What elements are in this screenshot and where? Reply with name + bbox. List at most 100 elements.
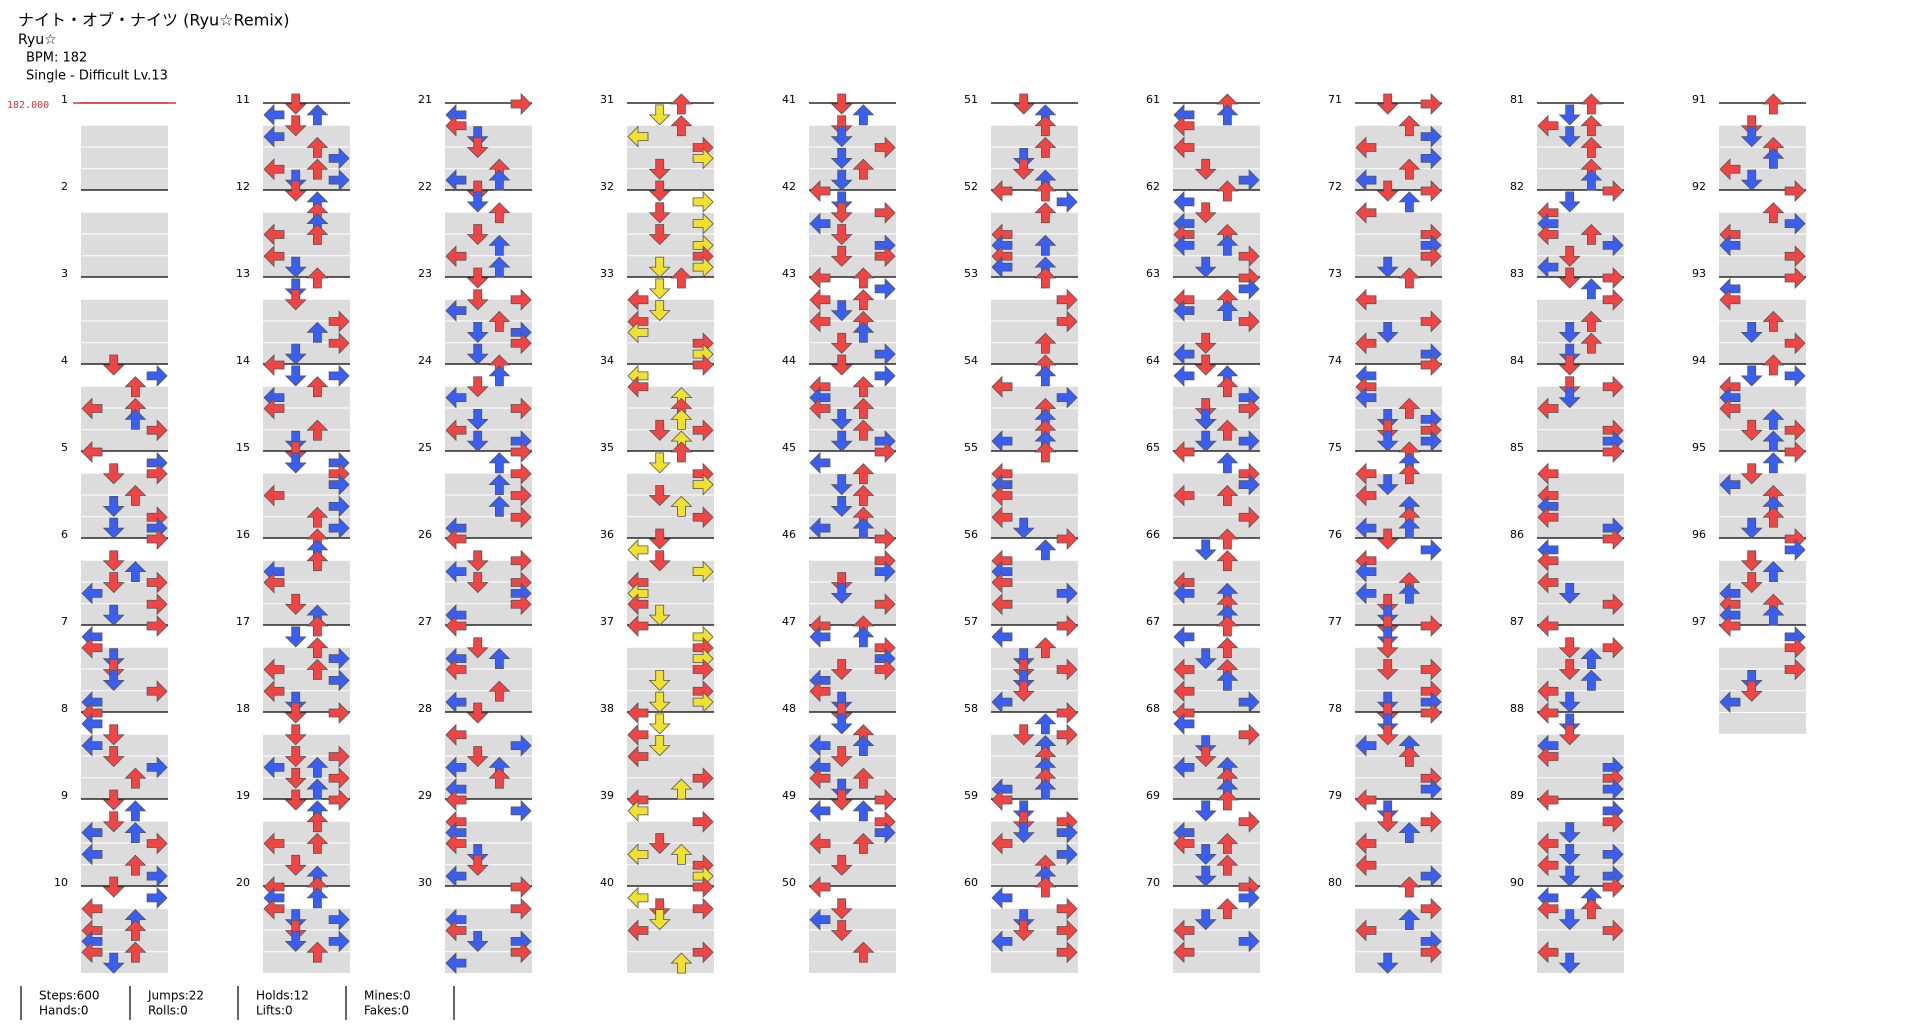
arrow xyxy=(1537,256,1559,279)
arrow-shape xyxy=(466,126,489,148)
arrow xyxy=(284,920,307,942)
arrow xyxy=(1034,778,1057,800)
arrow xyxy=(1173,941,1195,964)
arrow-shape xyxy=(1558,724,1581,746)
arrow-shape xyxy=(1420,810,1442,833)
arrow-shape xyxy=(1784,538,1806,561)
bpm-marker: 182.000 xyxy=(7,100,49,111)
arrow-shape xyxy=(648,158,671,180)
arrow-shape xyxy=(1398,191,1421,213)
arrow xyxy=(1740,517,1763,539)
arrow xyxy=(510,441,532,463)
arrow-shape xyxy=(1762,561,1785,583)
arrow-shape xyxy=(466,267,489,289)
arrow xyxy=(1034,115,1057,137)
arrow-shape xyxy=(263,658,285,681)
arrow-shape xyxy=(1580,669,1603,691)
arrow xyxy=(81,734,103,757)
beat-row xyxy=(1537,212,1624,234)
beat-row xyxy=(1355,734,1442,756)
arrow-shape xyxy=(1602,810,1624,833)
arrow-shape xyxy=(1056,941,1078,964)
arrow xyxy=(445,789,467,811)
arrow xyxy=(102,517,125,539)
arrow xyxy=(670,441,693,463)
beat-row xyxy=(263,495,350,517)
arrow-shape xyxy=(445,691,467,714)
arrow-shape xyxy=(1420,147,1442,170)
arrow xyxy=(1580,648,1603,670)
arrow xyxy=(809,625,831,648)
beat-row xyxy=(991,169,1078,190)
arrow-shape xyxy=(466,180,489,202)
beat-row xyxy=(1719,125,1806,147)
arrow xyxy=(1056,190,1078,213)
arrow-shape xyxy=(874,343,896,366)
arrow xyxy=(1173,582,1195,605)
arrow-shape xyxy=(466,430,489,452)
arrow xyxy=(1537,571,1559,594)
arrow-shape xyxy=(1580,648,1603,670)
arrow-shape xyxy=(991,930,1013,953)
beat-row xyxy=(991,582,1078,604)
arrow-shape xyxy=(306,615,329,637)
beat-row xyxy=(991,691,1078,712)
arrow-shape xyxy=(510,876,532,898)
arrow-shape xyxy=(1056,843,1078,866)
arrow xyxy=(830,713,853,735)
beat-row xyxy=(809,560,896,582)
arrow xyxy=(648,180,671,202)
arrow-shape xyxy=(306,941,329,963)
arrow-shape xyxy=(1034,637,1057,659)
arrow-shape xyxy=(1173,712,1195,735)
arrow-shape xyxy=(852,397,875,419)
beat-row xyxy=(1355,560,1442,582)
arrow xyxy=(830,115,853,137)
arrow xyxy=(852,484,875,506)
arrow-shape xyxy=(1376,528,1399,550)
arrow-shape xyxy=(809,908,831,931)
beat-row xyxy=(445,930,532,952)
beat-row xyxy=(627,125,714,147)
arrow-shape xyxy=(1056,190,1078,213)
arrow-shape xyxy=(263,103,285,126)
beat-row xyxy=(81,125,168,147)
arrow xyxy=(466,702,489,724)
arrow xyxy=(991,625,1013,648)
arrow xyxy=(1034,365,1057,387)
arrow-shape xyxy=(510,897,532,920)
arrow-shape xyxy=(102,604,125,626)
arrow xyxy=(1398,517,1421,539)
beat-row xyxy=(81,430,168,451)
arrow-shape xyxy=(648,485,671,507)
arrow-shape xyxy=(991,180,1013,202)
arrow xyxy=(306,376,329,398)
arrow xyxy=(263,484,285,507)
beat-row xyxy=(1537,582,1624,604)
arrow-shape xyxy=(1558,822,1581,844)
arrow-shape xyxy=(284,702,307,724)
arrow xyxy=(1012,669,1035,691)
arrow xyxy=(991,484,1013,507)
arrow-shape xyxy=(466,550,489,572)
arrow-shape xyxy=(1216,550,1239,572)
arrow-shape xyxy=(1355,169,1377,192)
arrow-shape xyxy=(1173,756,1195,779)
arrow xyxy=(328,169,350,192)
arrow xyxy=(1420,778,1442,801)
arrow xyxy=(991,180,1013,202)
beat-row xyxy=(627,582,714,604)
arrow-shape xyxy=(1173,680,1195,703)
arrow xyxy=(284,343,307,365)
arrow xyxy=(1558,582,1581,604)
measure-number: 14 xyxy=(236,354,250,367)
arrow xyxy=(627,615,649,637)
arrow xyxy=(692,810,714,833)
arrow xyxy=(1602,778,1624,801)
arrow-shape xyxy=(284,626,307,648)
measure-number: 68 xyxy=(1146,702,1160,715)
arrow xyxy=(1537,506,1559,529)
arrow-shape xyxy=(1537,462,1559,485)
arrow xyxy=(809,517,831,540)
beat-row xyxy=(1537,147,1624,169)
